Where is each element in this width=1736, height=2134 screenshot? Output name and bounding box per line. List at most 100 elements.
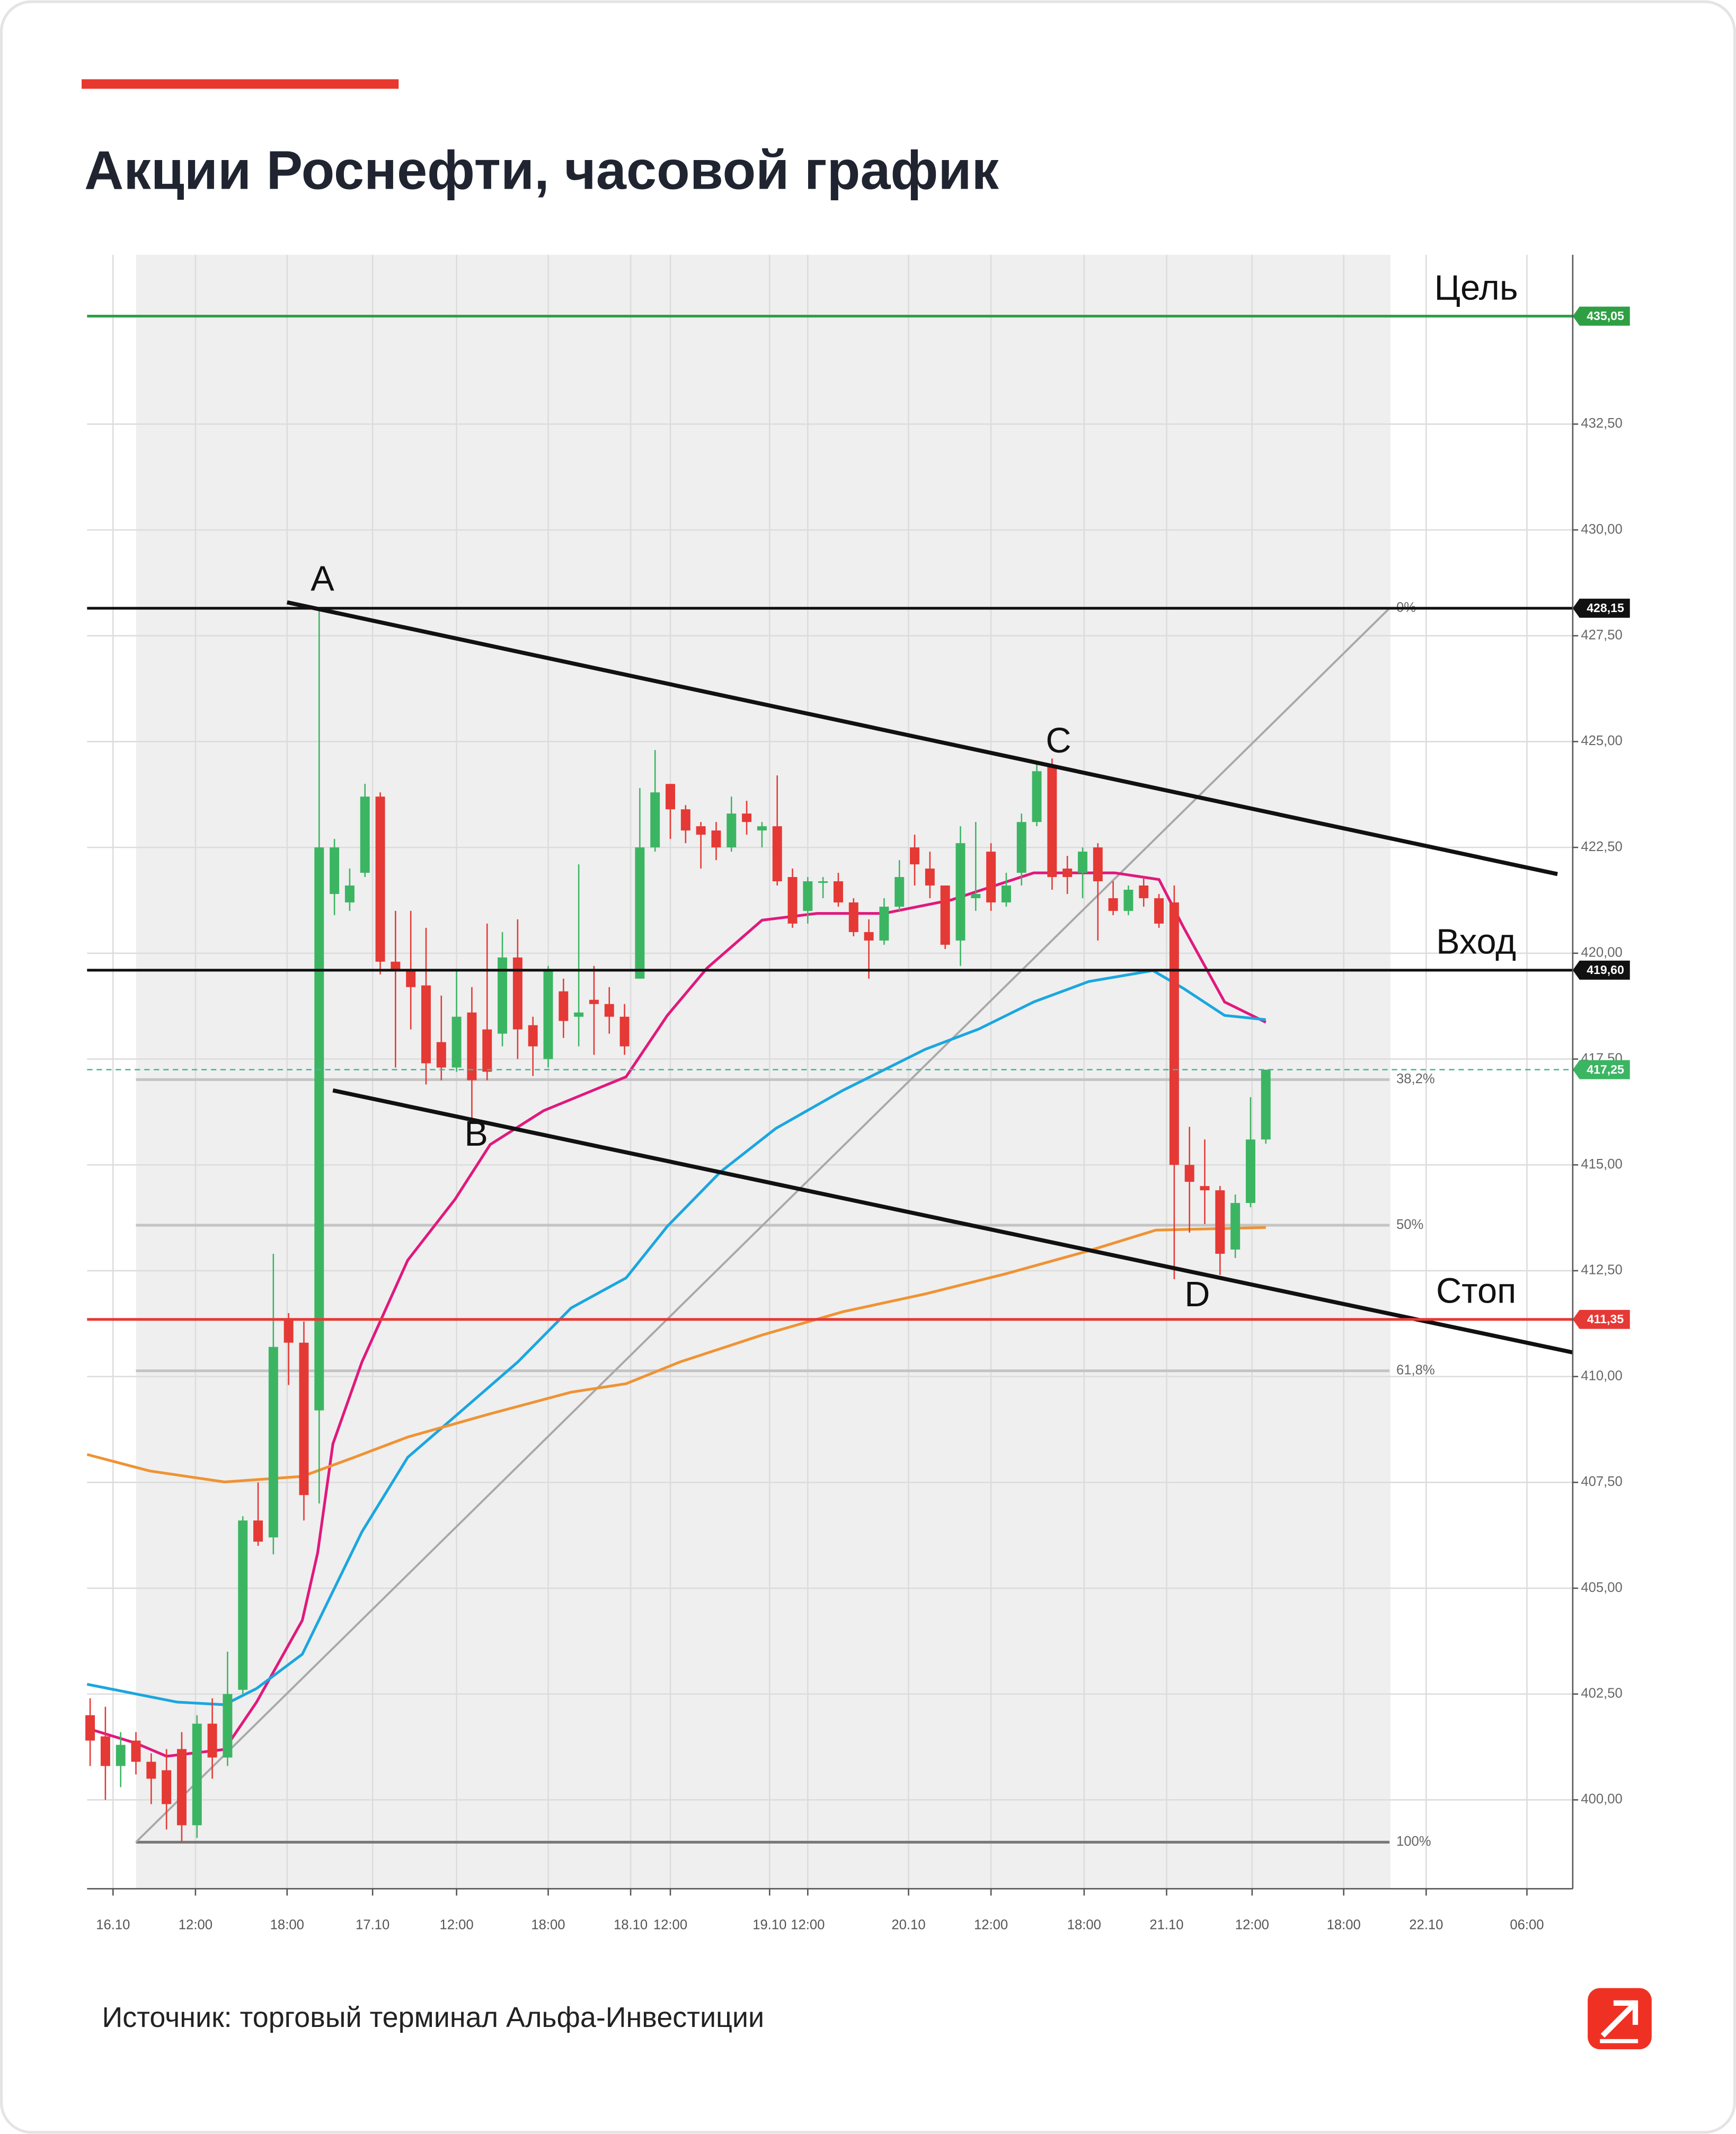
candle-body	[238, 1520, 248, 1690]
fib-label: 50%	[1396, 1217, 1423, 1232]
point-label: B	[464, 1114, 488, 1154]
candle-body	[772, 826, 782, 882]
candle-body	[894, 877, 905, 907]
x-tick-label: 12:00	[1235, 1917, 1269, 1932]
x-tick-label: 21.10	[1149, 1917, 1183, 1932]
candle-body	[344, 886, 355, 902]
candle-body	[406, 970, 416, 987]
candle-body	[742, 813, 752, 822]
y-tick-label: 402,50	[1581, 1686, 1622, 1701]
y-tick-label: 410,00	[1581, 1368, 1622, 1383]
y-tick-label: 405,00	[1581, 1580, 1622, 1595]
y-tick-label: 415,00	[1581, 1157, 1622, 1172]
candle-body	[833, 881, 843, 902]
candle-body	[666, 784, 675, 810]
candle-body	[451, 1016, 462, 1068]
candle-body	[559, 991, 569, 1021]
candle-body	[589, 999, 599, 1004]
candle-body	[1093, 847, 1103, 882]
candle-body	[1001, 886, 1011, 902]
point-label: A	[311, 560, 334, 599]
candle-body	[1230, 1203, 1241, 1250]
price-tag	[1572, 598, 1630, 618]
x-tick-label: 18:00	[1067, 1917, 1101, 1932]
chart-title: Акции Роснефти, часовой график	[84, 139, 999, 200]
candle-body	[543, 970, 553, 1059]
candle-body	[421, 985, 431, 1064]
trendline	[286, 600, 1558, 876]
candle-body	[299, 1342, 309, 1495]
y-tick-label: 422,50	[1581, 839, 1622, 854]
candle-body	[1261, 1069, 1271, 1140]
price-tag-label: 417,25	[1587, 1062, 1624, 1076]
y-tick-label: 427,50	[1581, 627, 1622, 642]
x-tick-label: 06:00	[1510, 1917, 1544, 1932]
candle-body	[436, 1042, 446, 1068]
candle-body	[787, 877, 798, 924]
candle-body	[1184, 1165, 1194, 1182]
fib-label: 61,8%	[1396, 1363, 1435, 1378]
candle-body	[528, 1025, 538, 1047]
x-tick-label: 12:00	[179, 1917, 212, 1932]
price-tag-label: 428,15	[1587, 601, 1624, 615]
y-tick-label: 432,50	[1581, 416, 1622, 431]
candle-body	[848, 902, 858, 932]
x-tick-label: 12:00	[974, 1917, 1008, 1932]
candle-body	[1139, 886, 1149, 898]
price-tag-label: 435,05	[1587, 309, 1624, 323]
candle-body	[116, 1745, 126, 1766]
logo	[1588, 1988, 1652, 2050]
candle-body	[131, 1740, 141, 1762]
candle-body	[467, 1012, 477, 1081]
candle-body	[512, 957, 522, 1030]
candle-body	[223, 1694, 233, 1758]
trendline	[332, 1088, 1573, 1354]
price-tag	[1572, 1309, 1630, 1329]
candle-body	[1077, 852, 1087, 873]
x-tick-label: 12:00	[653, 1917, 687, 1932]
x-tick-label: 20.10	[891, 1917, 925, 1932]
candle-body	[910, 847, 920, 865]
price-tag-label: 419,60	[1587, 963, 1624, 977]
candle-body	[284, 1319, 294, 1343]
candle-body	[482, 1029, 492, 1072]
candle-body	[100, 1736, 110, 1766]
candle-body	[360, 796, 370, 873]
y-tick-label: 412,50	[1581, 1263, 1622, 1278]
candle-body	[1123, 889, 1133, 911]
price-tag	[1572, 1060, 1630, 1079]
candle-body	[1215, 1190, 1225, 1254]
price-tag-label: 411,35	[1587, 1312, 1624, 1326]
candle-body	[1169, 902, 1179, 1165]
shaded-area	[136, 254, 1390, 1889]
candle-body	[1032, 771, 1042, 822]
candle-body	[955, 843, 966, 941]
candle-body	[940, 886, 950, 945]
fib-diagonal	[135, 607, 1390, 1843]
candle-body	[925, 869, 935, 886]
level-name: Стоп	[1436, 1272, 1516, 1311]
price-tag	[1572, 960, 1630, 980]
plot: 400,00 402,50 405,00 407,50 410,00 412,50 415,…	[85, 254, 1630, 1932]
candle-body	[619, 1016, 630, 1047]
level-name: Вход	[1436, 923, 1516, 962]
fib-label: 38,2%	[1396, 1072, 1435, 1086]
x-tick-label: 16.10	[96, 1917, 130, 1932]
x-tick-label: 22.10	[1409, 1917, 1443, 1932]
candle-body	[176, 1749, 187, 1826]
candle-body	[1108, 898, 1118, 911]
y-tick-label: 420,00	[1581, 945, 1622, 960]
candle-body	[604, 1004, 614, 1017]
x-tick-label: 12:00	[791, 1917, 825, 1932]
candle-body	[314, 847, 324, 1411]
candle-body	[879, 906, 889, 941]
candle-body	[1245, 1139, 1255, 1203]
candle-body	[375, 796, 385, 962]
fib-label: 100%	[1396, 1834, 1431, 1849]
y-tick-label: 425,00	[1581, 733, 1622, 748]
level-name: Цель	[1434, 268, 1518, 307]
candle-body	[818, 881, 828, 883]
candle-body	[1200, 1186, 1210, 1191]
